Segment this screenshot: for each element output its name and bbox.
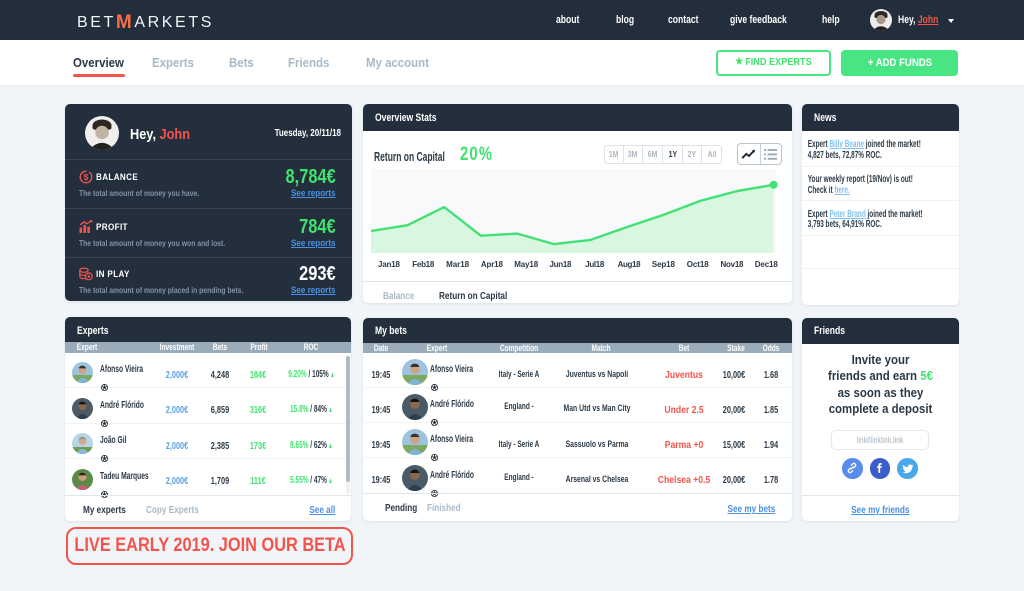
- svg-text:Jan18: Jan18: [378, 260, 401, 269]
- svg-text:Mar18: Mar18: [446, 260, 470, 269]
- svg-text:Apr18: Apr18: [481, 260, 504, 269]
- svg-text:Feb18: Feb18: [412, 260, 435, 269]
- svg-text:Nov18: Nov18: [721, 260, 745, 269]
- svg-text:May18: May18: [514, 260, 539, 269]
- svg-text:Aug18: Aug18: [618, 260, 642, 269]
- svg-text:Sep18: Sep18: [652, 260, 676, 269]
- svg-text:Dec18: Dec18: [755, 260, 779, 269]
- svg-text:$: $: [84, 172, 89, 182]
- svg-text:Oct18: Oct18: [687, 260, 710, 269]
- svg-text:Jun18: Jun18: [550, 260, 573, 269]
- svg-text:Jul18: Jul18: [585, 260, 605, 269]
